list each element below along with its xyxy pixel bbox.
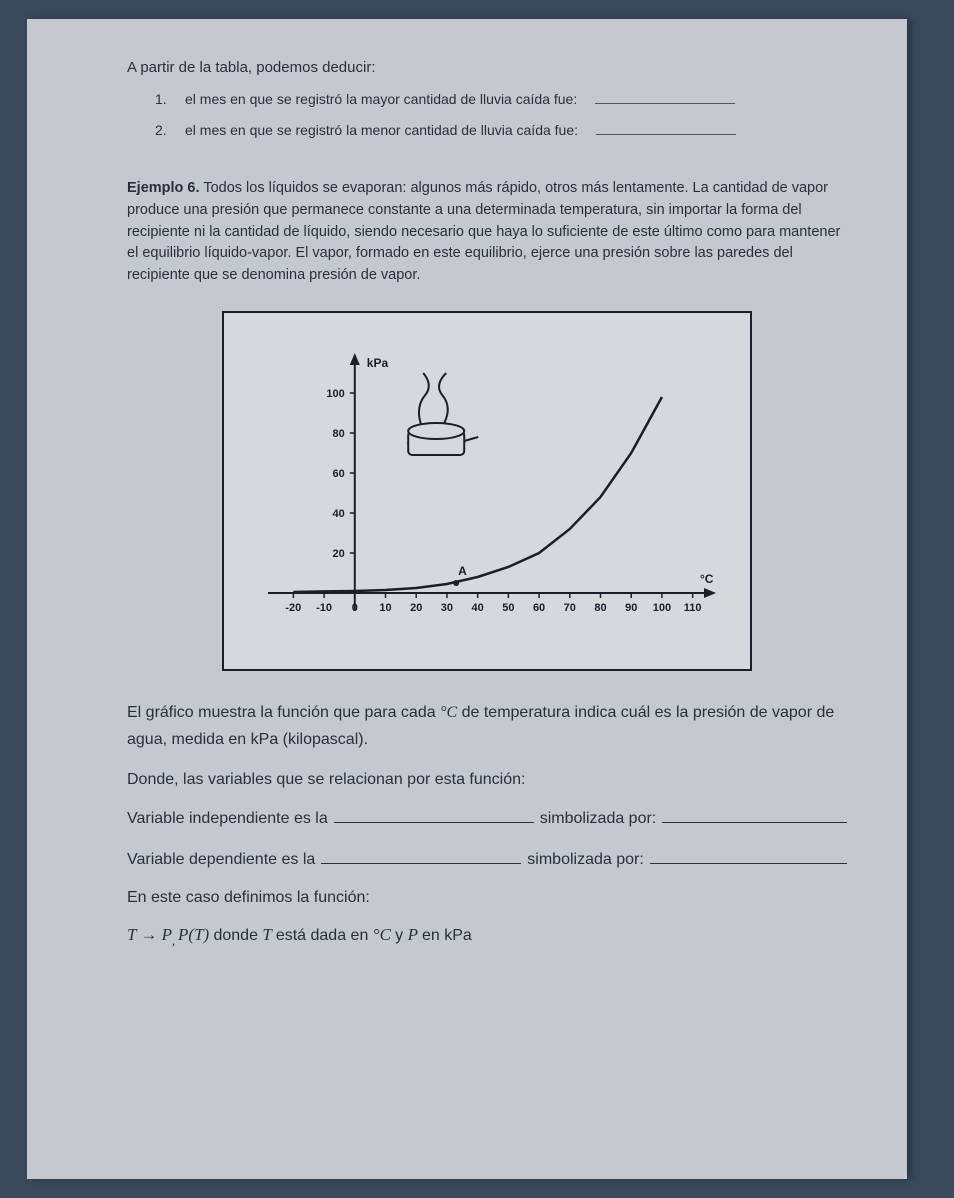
formula-part: P [408, 925, 418, 944]
svg-text:100: 100 [326, 388, 344, 400]
function-def-intro: En este caso definimos la función: [127, 889, 847, 907]
symbol-label: simbolizada por: [540, 810, 657, 828]
formula-part: T [262, 925, 271, 944]
svg-text:80: 80 [594, 602, 606, 614]
formula-part: y [395, 927, 407, 944]
svg-text:kPa: kPa [367, 356, 389, 370]
example-paragraph: Ejemplo 6. Todos los líquidos se evapora… [127, 178, 847, 287]
answer-blank[interactable] [334, 807, 534, 823]
svg-text:20: 20 [333, 548, 345, 560]
answer-blank[interactable] [662, 807, 847, 823]
var-ind-label: Variable independiente es la [127, 810, 328, 828]
caption-part: El gráfico muestra la función que para c… [127, 704, 440, 721]
svg-text:100: 100 [653, 602, 671, 614]
svg-text:40: 40 [333, 508, 345, 520]
svg-text:60: 60 [533, 602, 545, 614]
answer-blank[interactable] [650, 848, 847, 864]
answer-blank[interactable] [595, 90, 735, 104]
svg-text:A: A [458, 564, 467, 578]
svg-text:°C: °C [700, 572, 714, 586]
svg-text:50: 50 [502, 602, 514, 614]
var-dep-label: Variable dependiente es la [127, 851, 315, 869]
example-body: Todos los líquidos se evaporan: algunos … [127, 180, 840, 283]
formula-part: °C [373, 925, 391, 944]
function-formula: T → P, P(T) donde T está dada en °C y P … [127, 925, 847, 948]
svg-text:90: 90 [625, 602, 637, 614]
list-item: 1. el mes en que se registró la mayor ca… [155, 90, 847, 107]
list-text: el mes en que se registró la menor canti… [185, 122, 578, 138]
svg-text:-10: -10 [316, 602, 332, 614]
svg-text:40: 40 [472, 602, 484, 614]
svg-text:-20: -20 [285, 602, 301, 614]
svg-text:30: 30 [441, 602, 453, 614]
celsius-symbol: °C [440, 704, 457, 721]
chart-container: 20 40 60 80 100 -20 -10 0 10 20 30 40 50 60 70 80 90 100 1… [127, 311, 847, 671]
formula-part: está dada en [276, 927, 373, 944]
formula-part: donde [213, 927, 262, 944]
variables-intro: Donde, las variables que se relacionan p… [127, 771, 847, 789]
answer-blank[interactable] [321, 848, 521, 864]
formula-part: en kPa [422, 927, 472, 944]
example-label: Ejemplo 6. [127, 180, 200, 196]
chart-svg: 20 40 60 80 100 -20 -10 0 10 20 30 40 50 60 70 80 90 100 1… [248, 343, 728, 643]
svg-text:60: 60 [333, 468, 345, 480]
svg-text:70: 70 [564, 602, 576, 614]
svg-text:110: 110 [684, 602, 702, 614]
list-number: 2. [155, 122, 171, 138]
chart-caption: El gráfico muestra la función que para c… [127, 699, 847, 753]
vapor-pressure-chart: 20 40 60 80 100 -20 -10 0 10 20 30 40 50 60 70 80 90 100 1… [222, 311, 752, 671]
symbol-label: simbolizada por: [527, 851, 644, 869]
dependent-variable-line: Variable dependiente es la simbolizada p… [127, 848, 847, 869]
list-number: 1. [155, 91, 171, 107]
svg-text:0: 0 [352, 602, 358, 614]
svg-text:10: 10 [379, 602, 391, 614]
answer-blank[interactable] [596, 121, 736, 135]
intro-text: A partir de la tabla, podemos deducir: [127, 59, 847, 76]
worksheet-page: A partir de la tabla, podemos deducir: 1… [27, 19, 907, 1179]
list-item: 2. el mes en que se registró la menor ca… [155, 121, 847, 138]
svg-text:20: 20 [410, 602, 422, 614]
formula-part: T → P [127, 925, 172, 944]
independent-variable-line: Variable independiente es la simbolizada… [127, 807, 847, 828]
formula-part: P(T) [178, 925, 209, 944]
svg-text:80: 80 [333, 428, 345, 440]
list-text: el mes en que se registró la mayor canti… [185, 91, 577, 107]
